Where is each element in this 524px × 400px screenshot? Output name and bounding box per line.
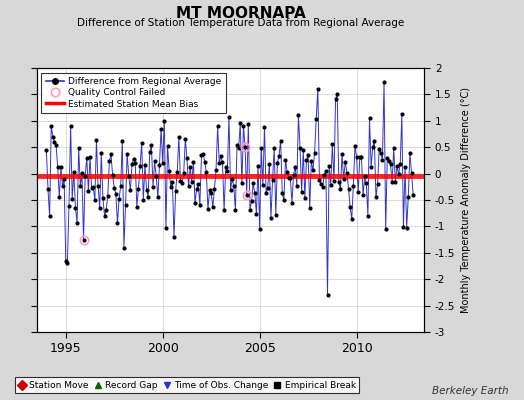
Legend: Station Move, Record Gap, Time of Obs. Change, Empirical Break: Station Move, Record Gap, Time of Obs. C… xyxy=(15,377,359,394)
Text: MT MOORNAPA: MT MOORNAPA xyxy=(176,6,306,21)
Text: Berkeley Earth: Berkeley Earth xyxy=(432,386,508,396)
Text: Difference of Station Temperature Data from Regional Average: Difference of Station Temperature Data f… xyxy=(78,18,405,28)
Legend: Difference from Regional Average, Quality Control Failed, Estimated Station Mean: Difference from Regional Average, Qualit… xyxy=(41,72,226,113)
Y-axis label: Monthly Temperature Anomaly Difference (°C): Monthly Temperature Anomaly Difference (… xyxy=(461,87,471,313)
